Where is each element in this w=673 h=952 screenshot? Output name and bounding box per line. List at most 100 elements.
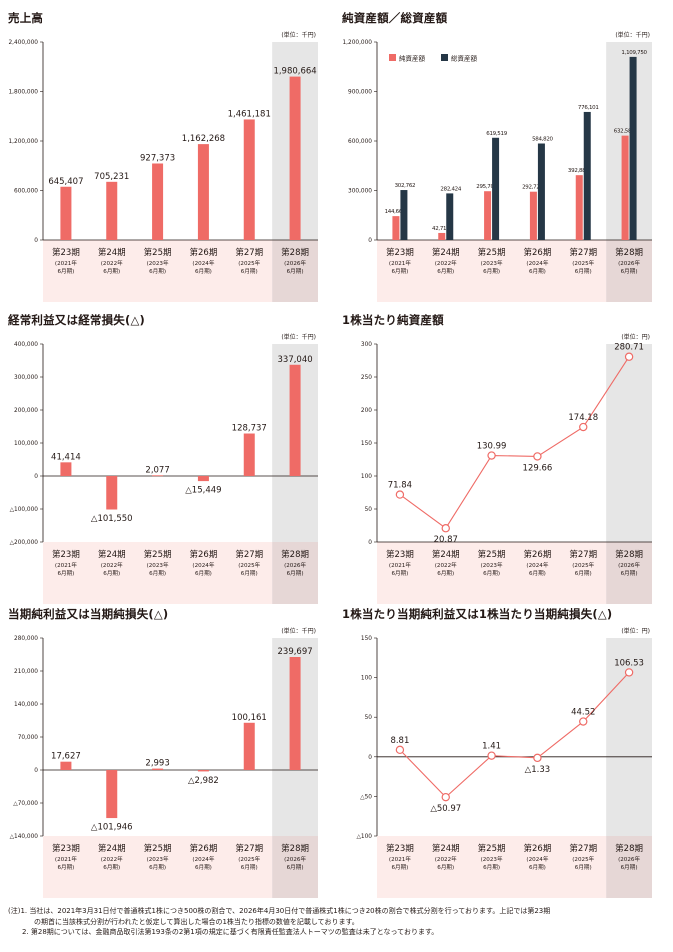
period-year: (2026年 [618,855,640,863]
period-month: 6月期) [195,570,212,577]
period-label: 第27期 [569,843,597,854]
period-label: 第25期 [478,549,506,560]
data-label: △101,946 [91,823,133,833]
bar [106,770,118,819]
bar [583,111,591,241]
bar [152,475,164,477]
y-tick-label: △100 [356,834,372,840]
unit-label: (単位：千円) [615,31,650,39]
y-tick-label: △50 [360,794,372,800]
period-month: 6月期) [437,268,454,275]
forecast-period-band [272,542,318,604]
period-year: (2022年 [435,561,457,569]
y-tick-label: △70,000 [13,801,38,807]
data-label: 8.81 [390,736,409,746]
period-year: (2025年 [238,561,260,569]
data-label: 100,161 [232,713,267,723]
data-label: 42,715 [432,226,450,232]
period-label: 第28期 [615,247,643,258]
period-label: 第24期 [98,843,126,854]
bar [289,364,301,476]
period-label: 第24期 [98,549,126,560]
panel-title: 当期純利益又は当期純損失(△) [8,607,169,621]
eps-chart: (単位：円)△100△50050100150第23期(2021年6月期)第24期… [356,627,652,898]
data-label: 392,887 [568,168,589,174]
panel-title: 純資産額／総資産額 [342,11,448,25]
data-label: 705,231 [94,172,129,182]
bar [197,770,209,772]
bar [106,476,118,510]
y-tick-label: 1,200,000 [342,40,372,46]
data-label: 20.87 [434,535,458,545]
period-label: 第23期 [386,247,414,258]
data-point [579,717,588,726]
data-label: 144,661 [385,209,406,215]
period-month: 6月期) [57,570,74,577]
data-label: 645,407 [48,177,83,187]
period-month: 6月期) [149,864,166,871]
y-tick-label: 70,000 [18,735,39,741]
panel-title: 経常利益又は経常損失(△) [8,313,145,327]
eps-panel: 1株当たり当期純利益又は1株当たり当期純損失(△) (単位：円) △100 △50 0… [342,606,672,906]
data-point [395,490,405,499]
period-year: (2024年 [192,561,214,569]
bps-panel: 1株当たり純資産額 (単位：円) 0 50 100 150 200 250 300 第23期 (2… [342,312,672,612]
y-tick-label: 100 [361,474,372,480]
data-point [533,452,542,461]
period-month: 6月期) [621,864,638,871]
period-label: 第24期 [432,247,460,258]
y-tick-label: 150 [361,636,372,642]
bar [152,768,164,770]
bar [621,135,629,240]
unit-label: (単位：千円) [281,31,316,39]
period-label: 第28期 [615,843,643,854]
y-tick-label: 0 [368,238,372,244]
data-point [533,753,542,763]
assets-chart: (単位：千円) 0 300,000 600,000 900,000 1,200,000 第2… [342,31,652,302]
period-month: 6月期) [103,570,120,577]
period-label: 第26期 [190,843,218,854]
unit-label: (単位：千円) [281,627,316,635]
data-label: 280.71 [614,343,644,353]
period-month: 6月期) [391,570,408,577]
period-year: (2022年 [435,259,457,267]
bar [484,191,492,240]
y-tick-label: △100,000 [10,507,39,513]
period-label: 第24期 [432,549,460,560]
y-tick-label: 300 [361,342,372,348]
period-year: (2022年 [101,855,123,863]
period-month: 6月期) [621,570,638,577]
y-tick-label: 300,000 [348,189,372,195]
data-label: 2,077 [145,465,169,475]
period-month: 6月期) [103,864,120,871]
period-band [377,240,607,302]
period-label: 第28期 [615,549,643,560]
bar [492,137,500,240]
data-point [441,524,450,533]
data-label: 584,820 [532,137,553,143]
y-tick-label: 50 [365,507,373,513]
period-label: 第25期 [478,247,506,258]
period-month: 6月期) [483,570,500,577]
period-label: 第23期 [52,549,80,560]
bar [197,144,209,240]
period-year: (2023年 [147,259,169,267]
period-label: 第25期 [144,247,172,258]
panel-title: 1株当たり純資産額 [342,313,444,327]
period-month: 6月期) [195,268,212,275]
period-month: 6月期) [57,268,74,275]
data-label: 17,627 [51,752,81,762]
assets-panel: 純資産額／総資産額 (単位：千円) 0 300,000 600,000 900,000 1… [342,10,672,310]
y-tick-label: 0 [368,540,372,546]
period-month: 6月期) [287,864,304,871]
period-label: 第25期 [144,843,172,854]
panel-title: 売上高 [8,11,44,25]
unit-label: (単位：円) [621,333,650,341]
period-label: 第26期 [190,549,218,560]
period-month: 6月期) [483,864,500,871]
data-label: 302,762 [395,183,416,189]
period-year: (2025年 [572,259,594,267]
period-year: (2022年 [435,855,457,863]
bar [243,119,255,240]
period-month: 6月期) [483,268,500,275]
